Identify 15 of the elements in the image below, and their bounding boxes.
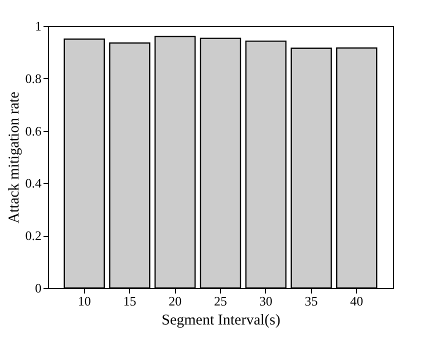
y-tick-label: 0.2 (25, 228, 42, 244)
y-axis-title: Attack mitigation rate (6, 91, 22, 224)
x-tick-label: 40 (350, 294, 364, 308)
x-tick-label: 25 (214, 294, 227, 308)
x-tick-label: 30 (259, 294, 272, 308)
x-tick-label: 20 (168, 294, 182, 308)
y-tick-label: 1 (35, 18, 42, 34)
x-tick-label: 10 (78, 294, 91, 308)
x-tick-label: 35 (304, 294, 318, 308)
x-axis-title: Segment Interval(s) (162, 312, 280, 328)
x-tick-label: 15 (123, 294, 136, 308)
y-tick-label: 0 (35, 280, 42, 296)
y-tick-label: 0.4 (25, 176, 42, 191)
y-tick-label: 0.6 (25, 123, 42, 138)
y-tick-label: 0.8 (25, 70, 42, 86)
